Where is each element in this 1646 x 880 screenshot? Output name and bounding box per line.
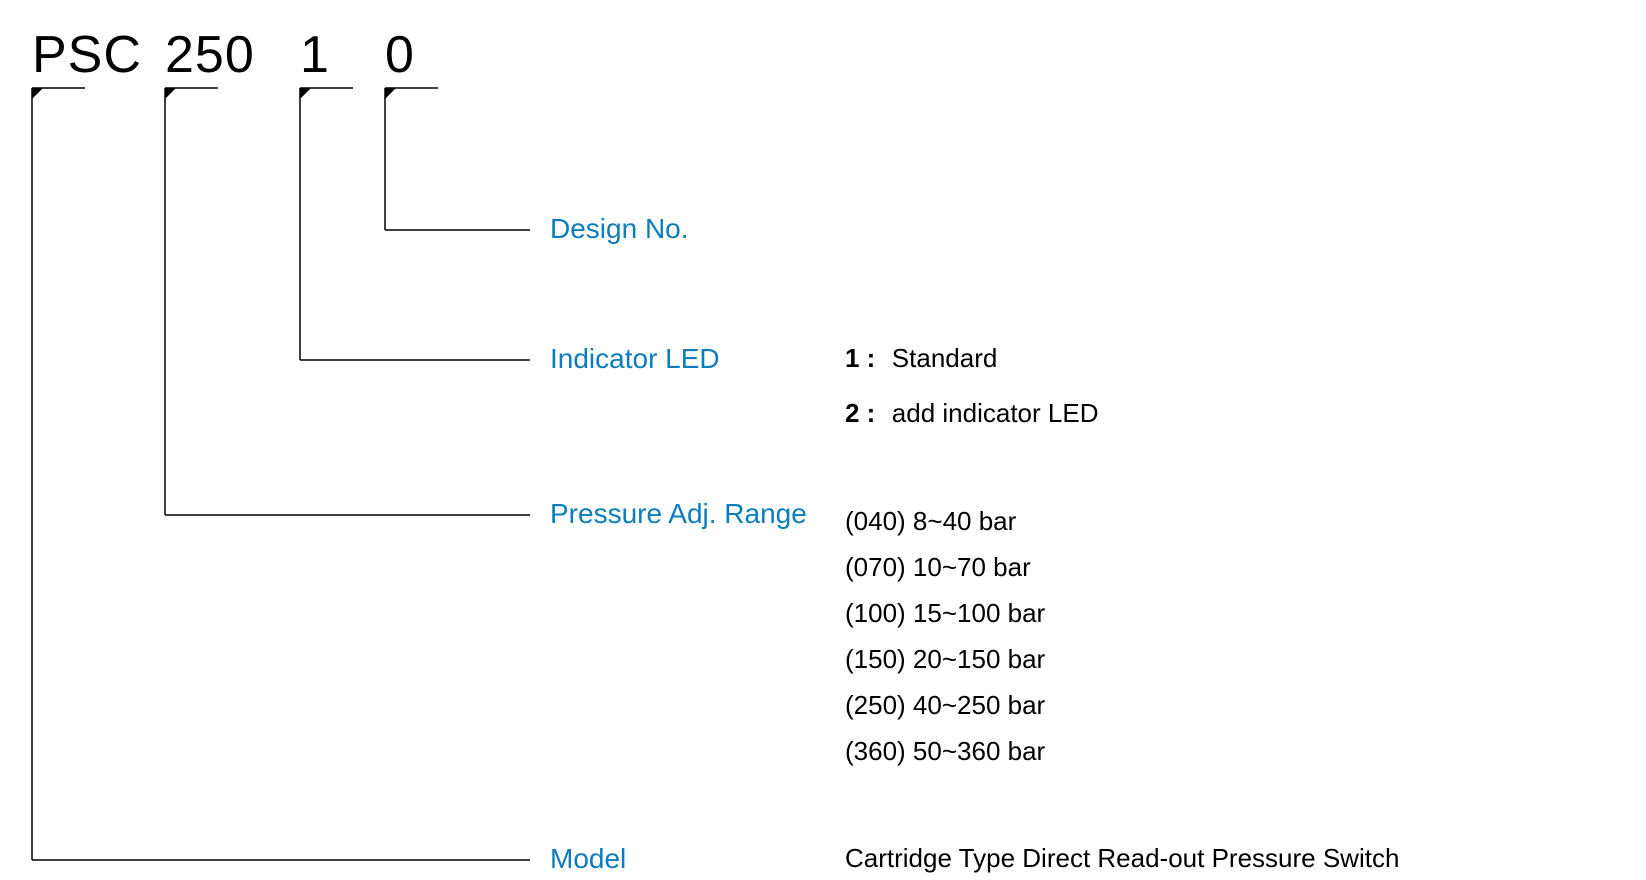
pressure-range-item: (070) 10~70 bar <box>845 544 1045 590</box>
indicator-option-1-value: Standard <box>892 343 998 373</box>
pressure-range-item: (250) 40~250 bar <box>845 682 1045 728</box>
pressure-range-item: (360) 50~360 bar <box>845 728 1045 774</box>
indicator-option-2: 2 : add indicator LED <box>845 398 1098 429</box>
label-pressure-range: Pressure Adj. Range <box>550 498 807 530</box>
label-indicator-led: Indicator LED <box>550 343 720 375</box>
indicator-option-1-key: 1 : <box>845 343 875 373</box>
indicator-option-2-key: 2 : <box>845 398 875 428</box>
pressure-range-item: (100) 15~100 bar <box>845 590 1045 636</box>
pressure-range-item: (040) 8~40 bar <box>845 498 1045 544</box>
indicator-option-1: 1 : Standard <box>845 343 997 374</box>
label-design-no: Design No. <box>550 213 689 245</box>
diagram-lines <box>0 0 1646 880</box>
pressure-range-item: (150) 20~150 bar <box>845 636 1045 682</box>
indicator-option-2-value: add indicator LED <box>892 398 1099 428</box>
label-model: Model <box>550 843 626 875</box>
pressure-range-list: (040) 8~40 bar (070) 10~70 bar (100) 15~… <box>845 498 1045 774</box>
model-description: Cartridge Type Direct Read-out Pressure … <box>845 843 1399 874</box>
